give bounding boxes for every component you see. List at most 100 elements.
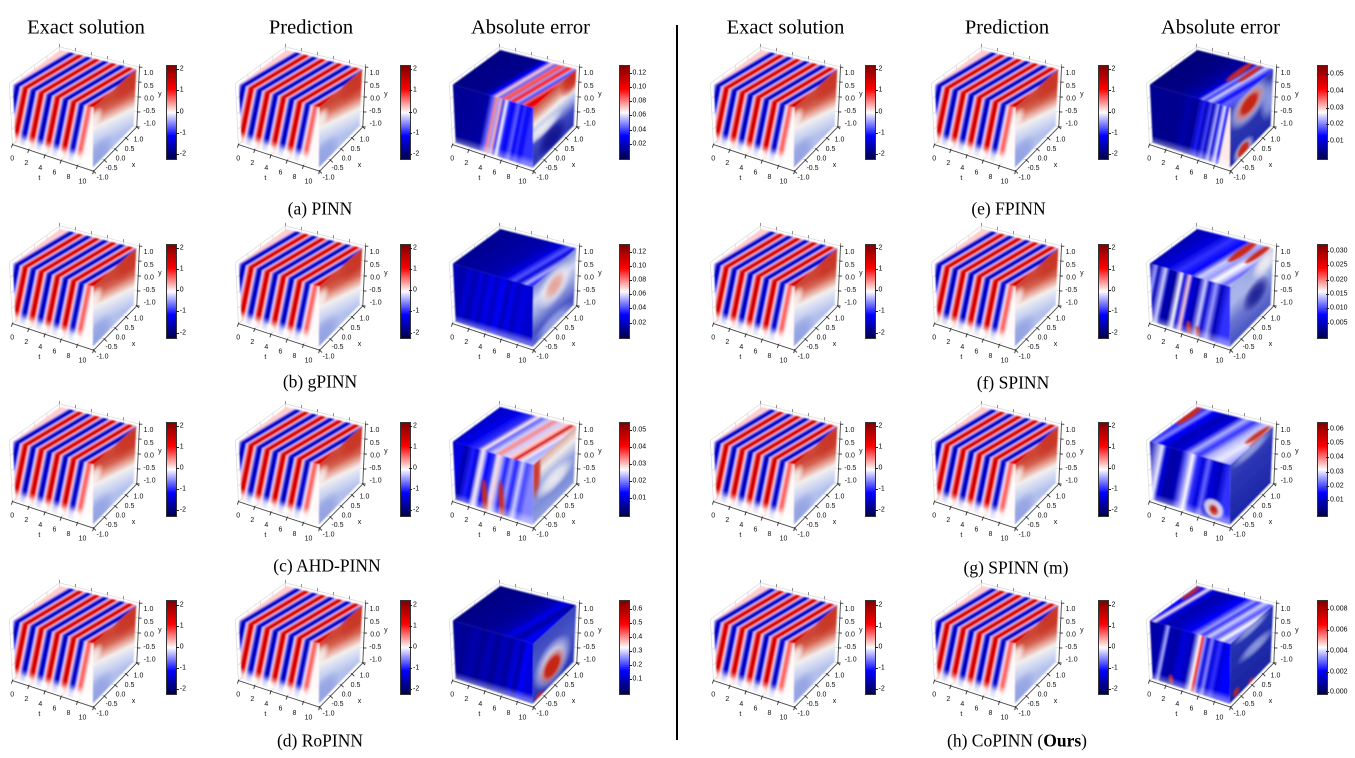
svg-text:y: y <box>1295 448 1299 455</box>
svg-text:-0.5: -0.5 <box>807 701 819 708</box>
svg-text:8: 8 <box>293 531 297 538</box>
svg-text:1.0: 1.0 <box>584 606 594 613</box>
svg-text:1.0: 1.0 <box>845 249 855 256</box>
svg-text:y: y <box>598 448 602 455</box>
svg-text:-0.5: -0.5 <box>1243 522 1255 529</box>
svg-text:0.5: 0.5 <box>125 682 135 689</box>
svg-text:0.0: 0.0 <box>342 512 352 519</box>
svg-text:-1.0: -1.0 <box>1019 710 1031 717</box>
svg-text:-0.5: -0.5 <box>143 644 155 651</box>
svg-text:x: x <box>833 519 837 526</box>
svg-text:0.5: 0.5 <box>370 262 380 269</box>
svg-text:0.5: 0.5 <box>370 440 380 447</box>
svg-text:0.0: 0.0 <box>1281 452 1291 459</box>
svg-text:4: 4 <box>739 700 743 707</box>
svg-text:x: x <box>1054 698 1058 705</box>
svg-text:0: 0 <box>711 335 715 342</box>
svg-text:-0.5: -0.5 <box>106 522 118 529</box>
svg-text:6: 6 <box>279 348 283 355</box>
svg-text:1.0: 1.0 <box>835 672 845 679</box>
svg-text:t: t <box>740 354 742 361</box>
svg-text:4: 4 <box>1175 344 1179 351</box>
svg-text:x: x <box>1269 519 1273 526</box>
svg-text:x: x <box>1269 698 1273 705</box>
svg-text:0.5: 0.5 <box>1066 83 1076 90</box>
svg-text:0.5: 0.5 <box>1281 618 1291 625</box>
svg-text:-1.0: -1.0 <box>1019 175 1031 182</box>
svg-text:y: y <box>158 627 162 634</box>
svg-text:2: 2 <box>464 696 468 703</box>
svg-text:1.0: 1.0 <box>134 493 144 500</box>
svg-text:0.0: 0.0 <box>1253 512 1263 519</box>
svg-text:10: 10 <box>79 535 87 542</box>
svg-text:-0.5: -0.5 <box>1028 165 1040 172</box>
svg-text:0.0: 0.0 <box>1038 512 1048 519</box>
svg-text:-1.0: -1.0 <box>845 478 857 485</box>
svg-text:0: 0 <box>10 512 14 519</box>
svg-text:0.5: 0.5 <box>565 325 575 332</box>
svg-text:1.0: 1.0 <box>574 137 584 144</box>
svg-text:0.0: 0.0 <box>1038 156 1048 163</box>
svg-text:-1.0: -1.0 <box>1281 656 1293 663</box>
svg-text:-1.0: -1.0 <box>144 656 156 663</box>
svg-text:4: 4 <box>264 165 268 172</box>
svg-text:0.0: 0.0 <box>1281 275 1291 282</box>
svg-text:4: 4 <box>1175 700 1179 707</box>
svg-text:y: y <box>158 270 162 277</box>
svg-text:0.5: 0.5 <box>125 325 135 332</box>
svg-text:-0.5: -0.5 <box>332 522 344 529</box>
svg-text:4: 4 <box>478 344 482 351</box>
svg-text:0.0: 0.0 <box>845 631 855 638</box>
svg-text:0.0: 0.0 <box>370 452 380 459</box>
svg-text:-0.5: -0.5 <box>143 287 155 294</box>
svg-text:x: x <box>833 698 837 705</box>
svg-text:0.5: 0.5 <box>1047 146 1057 153</box>
svg-text:2: 2 <box>1161 696 1165 703</box>
svg-text:1.0: 1.0 <box>144 606 154 613</box>
svg-text:-1.0: -1.0 <box>845 656 857 663</box>
svg-text:10: 10 <box>79 714 87 721</box>
svg-text:1.0: 1.0 <box>134 672 144 679</box>
svg-text:0.0: 0.0 <box>1253 156 1263 163</box>
svg-text:2: 2 <box>725 339 729 346</box>
svg-text:6: 6 <box>53 348 57 355</box>
svg-text:-1.0: -1.0 <box>1066 121 1078 128</box>
svg-text:0.5: 0.5 <box>1047 682 1057 689</box>
svg-text:-0.5: -0.5 <box>546 701 558 708</box>
svg-text:-1.0: -1.0 <box>323 710 335 717</box>
svg-text:1.0: 1.0 <box>835 137 845 144</box>
svg-text:8: 8 <box>293 710 297 717</box>
svg-text:1.0: 1.0 <box>1281 249 1291 256</box>
svg-text:8: 8 <box>1204 710 1208 717</box>
svg-text:-1.0: -1.0 <box>1066 656 1078 663</box>
svg-text:6: 6 <box>1190 170 1194 177</box>
svg-text:8: 8 <box>67 531 71 538</box>
svg-text:-1.0: -1.0 <box>144 121 156 128</box>
svg-text:1.0: 1.0 <box>144 70 154 77</box>
svg-text:0: 0 <box>711 512 715 519</box>
svg-text:0: 0 <box>10 691 14 698</box>
svg-text:10: 10 <box>780 179 788 186</box>
svg-text:8: 8 <box>67 353 71 360</box>
svg-text:10: 10 <box>79 358 87 365</box>
svg-text:-0.5: -0.5 <box>332 165 344 172</box>
svg-text:1.0: 1.0 <box>1056 137 1066 144</box>
svg-text:-0.5: -0.5 <box>546 522 558 529</box>
svg-text:-0.5: -0.5 <box>583 287 595 294</box>
svg-text:0.0: 0.0 <box>342 156 352 163</box>
svg-text:0.0: 0.0 <box>556 335 566 342</box>
svg-text:0: 0 <box>932 691 936 698</box>
svg-text:6: 6 <box>493 526 497 533</box>
svg-text:6: 6 <box>754 526 758 533</box>
svg-text:t: t <box>1176 532 1178 539</box>
svg-text:0.0: 0.0 <box>1253 335 1263 342</box>
svg-text:1.0: 1.0 <box>360 672 370 679</box>
svg-text:-0.5: -0.5 <box>844 465 856 472</box>
svg-text:0.5: 0.5 <box>351 325 361 332</box>
svg-text:10: 10 <box>519 535 527 542</box>
svg-text:-0.5: -0.5 <box>1280 465 1292 472</box>
svg-text:1.0: 1.0 <box>1281 427 1291 434</box>
svg-text:y: y <box>1295 627 1299 634</box>
svg-text:10: 10 <box>780 535 788 542</box>
svg-text:t: t <box>479 711 481 718</box>
